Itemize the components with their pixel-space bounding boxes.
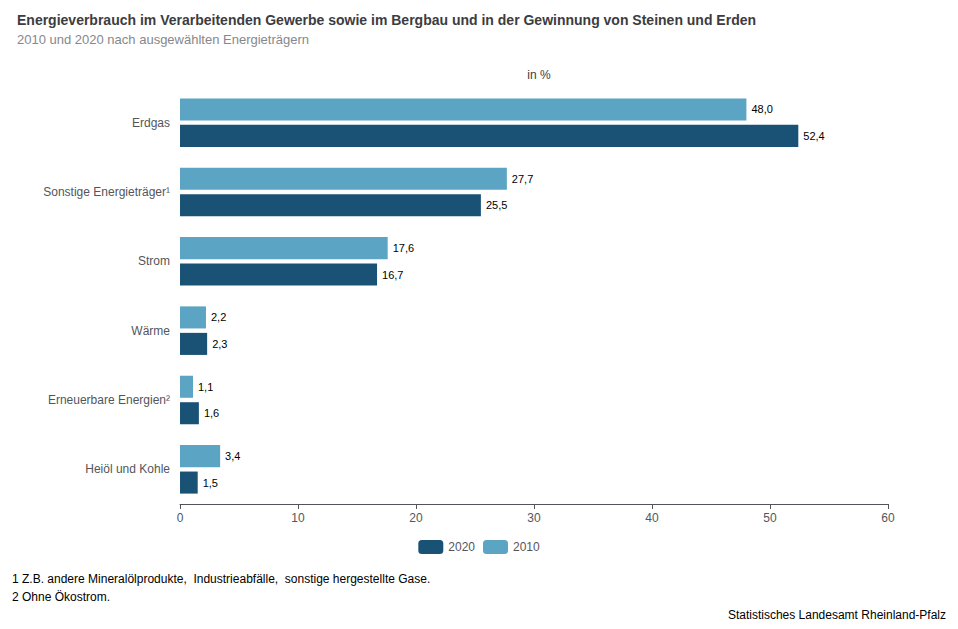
svg-text:1,5: 1,5 xyxy=(203,477,218,489)
svg-text:Sonstige Energieträger¹: Sonstige Energieträger¹ xyxy=(43,185,170,199)
svg-text:25,5: 25,5 xyxy=(486,199,507,211)
svg-text:50: 50 xyxy=(763,511,777,525)
svg-text:40: 40 xyxy=(645,511,659,525)
svg-text:2020: 2020 xyxy=(448,540,475,554)
svg-text:Heiöl und Kohle: Heiöl und Kohle xyxy=(85,462,170,476)
svg-text:16,7: 16,7 xyxy=(382,269,403,281)
svg-text:2 Ohne Ökostrom.: 2 Ohne Ökostrom. xyxy=(12,590,110,604)
svg-text:Statistisches Landesamt Rheinl: Statistisches Landesamt Rheinland-Pfalz xyxy=(728,608,946,622)
svg-text:in %: in % xyxy=(527,68,551,82)
svg-text:27,7: 27,7 xyxy=(512,173,533,185)
svg-text:3,4: 3,4 xyxy=(225,450,240,462)
svg-text:Erneuerbare Energien²: Erneuerbare Energien² xyxy=(48,393,170,407)
svg-text:0: 0 xyxy=(177,511,184,525)
svg-text:2,3: 2,3 xyxy=(212,338,227,350)
svg-text:1 Z.B. andere Mineralölprodukt: 1 Z.B. andere Mineralölprodukte, Industr… xyxy=(12,572,430,586)
svg-text:52,4: 52,4 xyxy=(803,130,824,142)
svg-text:2010 und 2020 nach ausgewählte: 2010 und 2020 nach ausgewählten Energiet… xyxy=(17,32,309,47)
svg-text:1,1: 1,1 xyxy=(198,381,213,393)
svg-text:30: 30 xyxy=(527,511,541,525)
svg-text:10: 10 xyxy=(291,511,305,525)
svg-text:2010: 2010 xyxy=(513,540,540,554)
svg-text:48,0: 48,0 xyxy=(751,103,772,115)
svg-text:17,6: 17,6 xyxy=(393,242,414,254)
svg-text:Erdgas: Erdgas xyxy=(132,116,170,130)
svg-text:2,2: 2,2 xyxy=(211,311,226,323)
svg-text:Strom: Strom xyxy=(138,254,170,268)
svg-text:1,6: 1,6 xyxy=(204,407,219,419)
svg-text:Energieverbrauch im Verarbeite: Energieverbrauch im Verarbeitenden Gewer… xyxy=(17,12,756,28)
svg-text:60: 60 xyxy=(881,511,895,525)
svg-text:20: 20 xyxy=(409,511,423,525)
svg-text:Wärme: Wärme xyxy=(131,324,170,338)
